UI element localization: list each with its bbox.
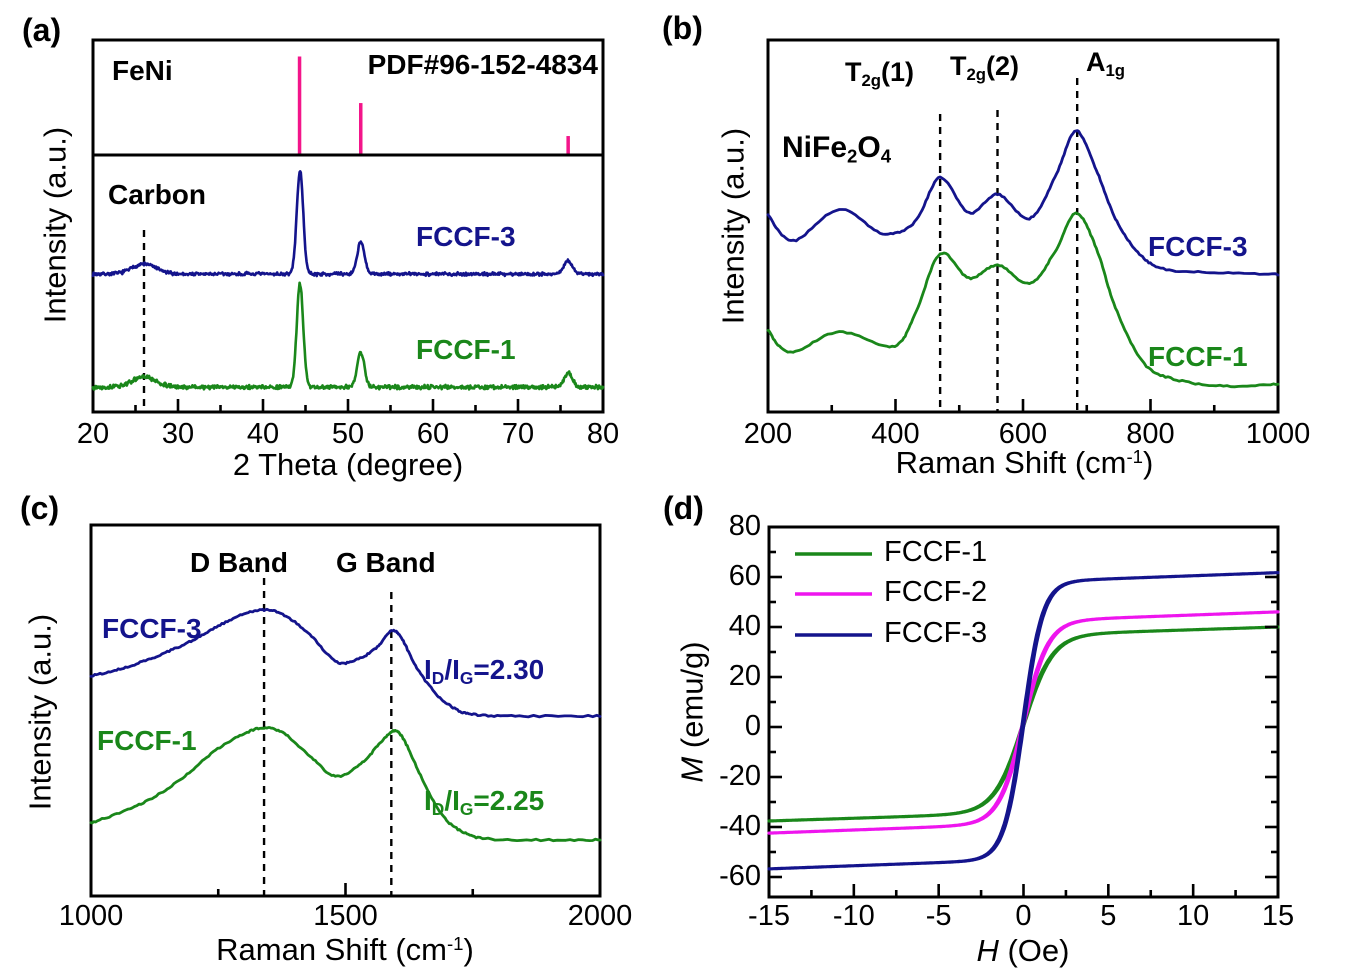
y-tick-label-d: 60 <box>728 560 761 592</box>
band-label-d: D Band <box>190 547 288 578</box>
mode-label-t2g1: T2g(1) <box>845 57 915 91</box>
x-tick-label-d: -10 <box>832 900 875 932</box>
x-tick-label-b: 200 <box>743 418 793 450</box>
x-tick-label-c: 1000 <box>58 900 124 932</box>
x-axis-title-a: 2 Theta (degree) <box>232 447 464 482</box>
x-tick-label-a: 20 <box>76 418 110 450</box>
series-label-fccf1-a: FCCF-1 <box>416 334 516 365</box>
panel-letter-c: (c) <box>20 490 60 526</box>
y-tick-label-d: -60 <box>719 860 761 892</box>
y-tick-label-d: 80 <box>728 510 761 542</box>
pdf-card-label: PDF#96-152-4834 <box>367 49 598 80</box>
x-tick-label-a: 80 <box>586 418 620 450</box>
y-tick-label-d: -40 <box>719 810 761 842</box>
y-tick-label-d: 40 <box>728 610 761 642</box>
phase-label-feni: FeNi <box>112 55 173 86</box>
panel-letter-d: (d) <box>663 490 704 526</box>
y-tick-label-d: -20 <box>719 760 761 792</box>
series-label-fccf3-c: FCCF-3 <box>102 613 202 644</box>
mode-label-t2g2: T2g(2) <box>950 51 1020 85</box>
x-tick-label-b: 800 <box>1126 418 1175 450</box>
x-tick-label-a: 70 <box>501 418 535 450</box>
x-tick-label-a: 50 <box>331 418 365 450</box>
x-axis-title-d: H (Oe) <box>976 933 1070 968</box>
legend-label-fccf-2: FCCF-2 <box>884 576 988 608</box>
x-tick-label-c: 1500 <box>313 900 378 932</box>
carbon-label: Carbon <box>108 179 206 210</box>
x-axis-title-b: Raman Shift (cm-1) <box>895 445 1154 480</box>
x-tick-label-b: 600 <box>998 418 1048 450</box>
x-tick-label-d: 15 <box>1261 900 1295 932</box>
x-axis-title-c: Raman Shift (cm-1) <box>216 932 474 967</box>
x-tick-label-d: 5 <box>1100 900 1117 932</box>
idig-ratio-fccf1: ID/IG=2.25 <box>424 785 545 820</box>
x-tick-label-d: -5 <box>925 900 952 932</box>
panel-letter-a: (a) <box>22 12 62 48</box>
y-tick-label-d: 20 <box>728 660 761 692</box>
x-tick-label-d: 0 <box>1015 900 1032 932</box>
x-tick-label-a: 40 <box>246 418 280 450</box>
material-label-nife2o4: NiFe2O4 <box>782 131 892 167</box>
x-tick-label-a: 60 <box>416 418 450 450</box>
band-label-g: G Band <box>336 547 436 578</box>
series-label-fccf3-a: FCCF-3 <box>416 221 516 252</box>
series-label-fccf1-b: FCCF-1 <box>1148 341 1248 372</box>
panel-letter-b: (b) <box>662 10 703 46</box>
series-label-fccf3-b: FCCF-3 <box>1148 231 1248 262</box>
x-tick-label-b: 400 <box>871 418 920 450</box>
x-tick-label-d: 10 <box>1177 900 1210 932</box>
legend-label-fccf-3: FCCF-3 <box>884 617 988 649</box>
x-tick-label-c: 2000 <box>567 900 633 932</box>
x-tick-label-d: -15 <box>748 900 790 932</box>
y-tick-label-d: 0 <box>744 710 761 742</box>
x-tick-label-b: 1000 <box>1245 418 1311 450</box>
mode-label-a1g: A1g <box>1086 47 1126 81</box>
idig-ratio-fccf3: ID/IG=2.30 <box>424 654 545 689</box>
x-tick-label-a: 30 <box>161 418 195 450</box>
series-label-fccf1-c: FCCF-1 <box>97 725 197 756</box>
legend-label-fccf-1: FCCF-1 <box>884 536 988 568</box>
